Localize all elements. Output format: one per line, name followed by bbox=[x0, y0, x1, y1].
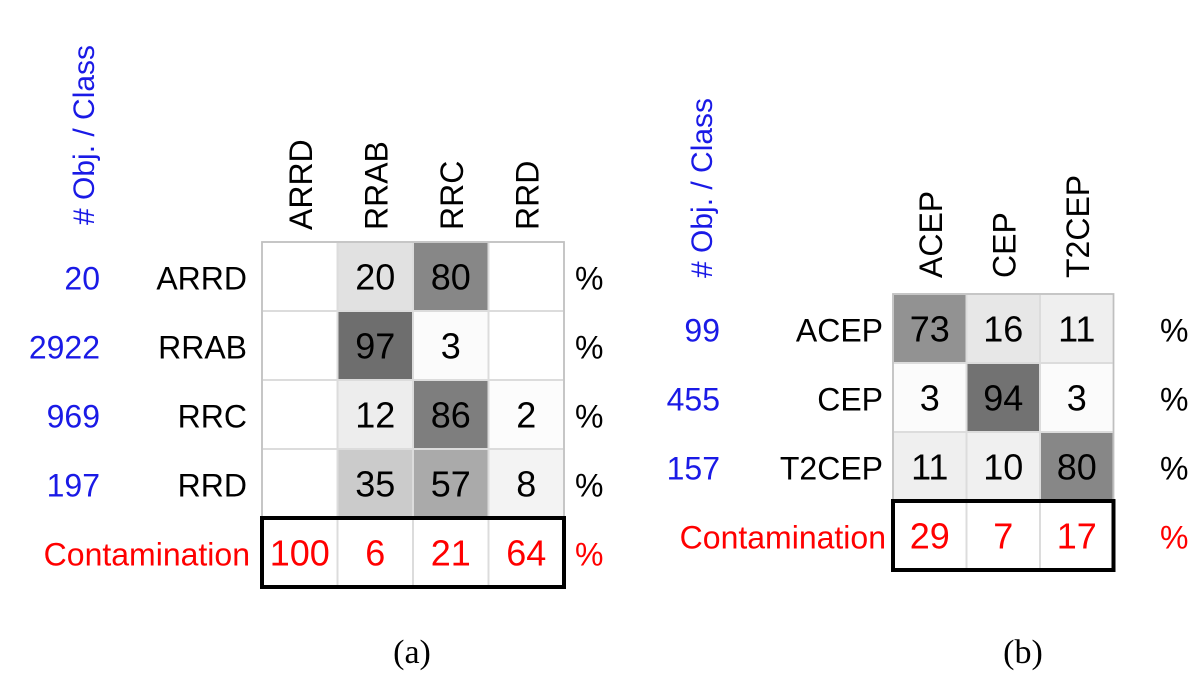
cell-value: 35 bbox=[355, 463, 395, 504]
percent-sign: % bbox=[575, 398, 603, 434]
cell-value: 12 bbox=[355, 394, 395, 435]
cell-value: 11 bbox=[1058, 308, 1095, 349]
cell-value: 3 bbox=[1067, 377, 1087, 418]
percent-sign: % bbox=[575, 329, 603, 365]
row-count: 197 bbox=[47, 467, 100, 503]
heatmap-cell bbox=[261, 448, 339, 519]
row-count: 969 bbox=[47, 398, 100, 434]
heatmap-cell bbox=[487, 310, 565, 381]
column-label: RRD bbox=[509, 161, 545, 230]
cell-value: 11 bbox=[911, 446, 948, 487]
contamination-cell bbox=[336, 517, 414, 588]
cell-value: 20 bbox=[355, 256, 395, 297]
percent-sign: % bbox=[575, 260, 603, 296]
heatmap-cell bbox=[336, 448, 414, 519]
contamination-value: 29 bbox=[910, 515, 950, 556]
row-label: ARRD bbox=[156, 260, 247, 296]
cell-value: 3 bbox=[441, 325, 461, 366]
cell-value: 10 bbox=[983, 446, 1023, 487]
contamination-value: 100 bbox=[270, 532, 330, 573]
contamination-cell bbox=[892, 500, 968, 571]
percent-sign: % bbox=[1160, 381, 1188, 417]
count-header: # Obj. / Class bbox=[68, 45, 101, 225]
cell-value: 86 bbox=[431, 394, 471, 435]
row-label: CEP bbox=[817, 381, 883, 417]
percent-sign: % bbox=[1160, 450, 1188, 486]
panel-label: (a) bbox=[393, 634, 431, 671]
contamination-label: Contamination bbox=[680, 519, 886, 555]
row-label: RRC bbox=[178, 398, 247, 434]
heatmap-cell bbox=[487, 241, 565, 312]
contamination-border bbox=[891, 499, 1116, 572]
contamination-value: 17 bbox=[1057, 515, 1097, 556]
cell-value: 8 bbox=[516, 463, 536, 504]
cell-value: 80 bbox=[1057, 446, 1097, 487]
heatmap-cell bbox=[1039, 293, 1115, 364]
percent-sign: % bbox=[1160, 312, 1188, 348]
contamination-value: 21 bbox=[431, 532, 471, 573]
row-label: RRD bbox=[178, 467, 247, 503]
contamination-value: 6 bbox=[365, 532, 385, 573]
row-count: 20 bbox=[64, 260, 100, 296]
heatmap-cell bbox=[412, 241, 490, 312]
count-header: # Obj. / Class bbox=[686, 98, 719, 278]
column-label: RRC bbox=[434, 161, 470, 230]
panel-label: (b) bbox=[1003, 634, 1043, 671]
row-count: 455 bbox=[667, 381, 720, 417]
heatmap-cell bbox=[336, 241, 414, 312]
cell-value: 57 bbox=[431, 463, 471, 504]
percent-sign: % bbox=[575, 467, 603, 503]
row-label: ACEP bbox=[796, 312, 883, 348]
cell-value: 2 bbox=[516, 394, 536, 435]
cell-value: 16 bbox=[983, 308, 1023, 349]
cell-value: 73 bbox=[910, 308, 950, 349]
cell-value: 94 bbox=[983, 377, 1023, 418]
heatmap-cell bbox=[261, 241, 339, 312]
contamination-value: 7 bbox=[993, 515, 1013, 556]
row-label: RRAB bbox=[158, 329, 247, 365]
confusion-matrix-a: # Obj. / Class ARRD RRAB RRC RRD 20 ARRD 20 80 % 2… bbox=[29, 45, 604, 671]
heatmap-cell bbox=[261, 310, 339, 381]
heatmap-cell bbox=[487, 448, 565, 519]
cell-value: 80 bbox=[431, 256, 471, 297]
cell-value: 97 bbox=[355, 325, 395, 366]
column-label: ACEP bbox=[913, 191, 949, 278]
column-label: T2CEP bbox=[1060, 175, 1096, 278]
row-label: T2CEP bbox=[780, 450, 883, 486]
contamination-value: 64 bbox=[506, 532, 546, 573]
contamination-label: Contamination bbox=[44, 536, 250, 572]
contamination-border bbox=[260, 516, 566, 589]
heatmap-cell bbox=[261, 379, 339, 450]
column-label: CEP bbox=[986, 212, 1022, 278]
heatmap-cell bbox=[1039, 362, 1115, 433]
heatmap-cell bbox=[892, 362, 968, 433]
row-count: 99 bbox=[684, 312, 720, 348]
heatmap-cell bbox=[892, 293, 968, 364]
column-label: RRAB bbox=[358, 141, 394, 230]
row-count: 2922 bbox=[29, 329, 100, 365]
row-count: 157 bbox=[667, 450, 720, 486]
column-label: ARRD bbox=[283, 139, 319, 230]
contamination-percent: % bbox=[575, 536, 603, 572]
heatmap-cell bbox=[412, 379, 490, 450]
cell-value: 3 bbox=[920, 377, 940, 418]
contamination-percent: % bbox=[1160, 519, 1188, 555]
